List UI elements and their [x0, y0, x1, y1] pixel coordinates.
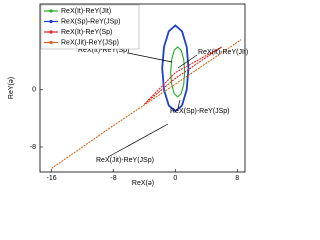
- legend-label: ReX(It)-ReY(JIt): [61, 8, 111, 15]
- annotation: ReX(Sp)-ReY(JSp): [170, 108, 230, 115]
- series-line: [170, 46, 186, 98]
- legend-marker: [49, 30, 53, 34]
- annotation-arrow: [177, 99, 181, 109]
- plot-frame: [39, 3, 246, 173]
- series-line: [161, 24, 190, 113]
- x-tick-label: -8: [110, 175, 116, 182]
- x-axis-title: ReX(ə): [132, 180, 154, 187]
- legend-label: ReX(It)-ReY(Sp): [61, 29, 112, 36]
- y-tick-label: -8: [30, 144, 36, 151]
- annotation: ReX(Jit)-ReY(JSp): [96, 157, 154, 164]
- annotation-arrow: [107, 123, 169, 158]
- annotation-arrow: [177, 54, 198, 69]
- x-tick-label: 8: [235, 175, 239, 182]
- legend-marker: [49, 40, 53, 45]
- series-line: [51, 39, 242, 169]
- y-tick-label: 0: [32, 87, 36, 94]
- legend-box: [40, 4, 140, 50]
- x-tick-label: -16: [47, 175, 57, 182]
- y-axis-title: ReY(ə): [8, 77, 15, 99]
- legend: ReX(It)-ReY(JIt) ReX(Sp)-ReY(JSp) ReX(It)-…: [40, 4, 140, 50]
- legend-marker: [49, 9, 53, 13]
- annotation: ReX(It)-ReY(Sp): [78, 47, 129, 54]
- series-line: [144, 46, 223, 105]
- legend-label: ReX(Sp)-ReY(JSp): [61, 18, 121, 25]
- x-tick-label: 0: [173, 175, 177, 182]
- annotation-arrow: [127, 52, 173, 63]
- legend-label: ReX(Jit)-ReY(JSp): [61, 39, 119, 46]
- legend-marker: [49, 19, 53, 24]
- annotation: ReX(It)-ReY(JIt): [198, 49, 248, 56]
